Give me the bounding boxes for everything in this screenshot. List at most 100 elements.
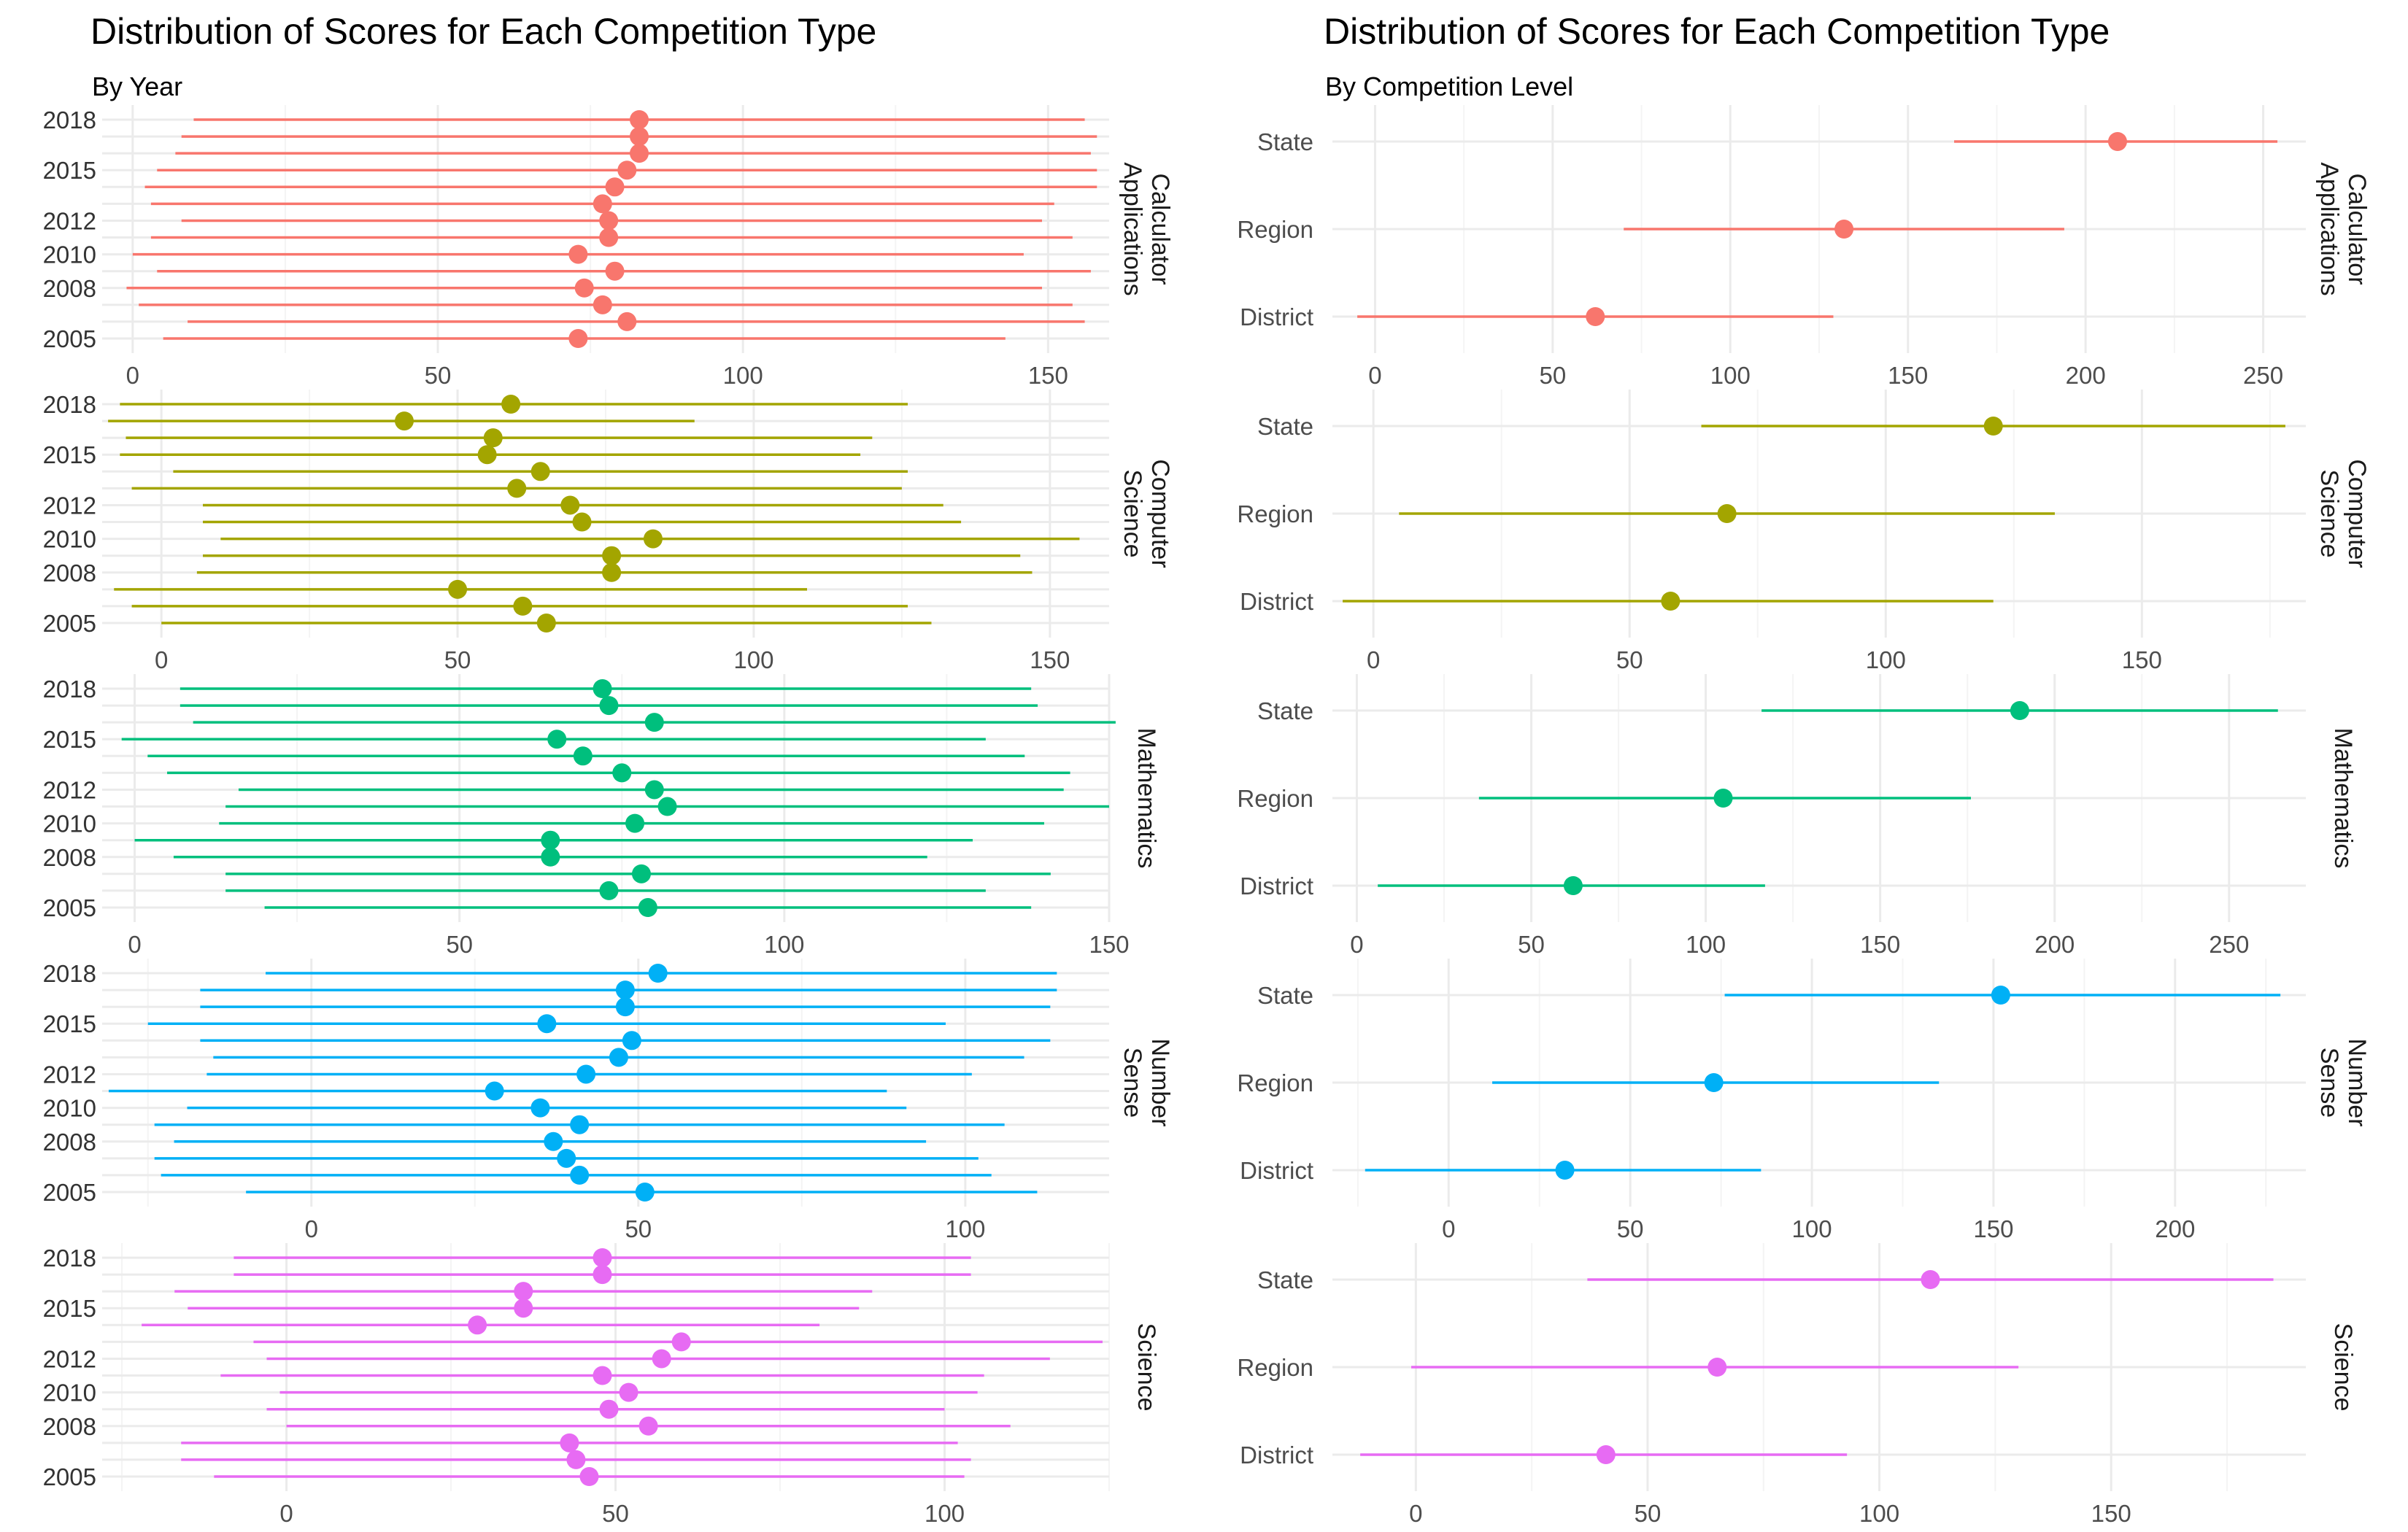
y-tick-label: District [1240, 1442, 1313, 1469]
mean-point [573, 746, 593, 766]
mean-point [485, 1081, 504, 1101]
mean-point [638, 898, 657, 917]
facet-strip-line: Sense [2315, 1048, 2343, 1118]
x-tick-label: 0 [126, 362, 139, 389]
y-tick-label: 2008 [43, 1413, 96, 1440]
mean-point [1717, 504, 1737, 523]
y-tick-label: 2005 [43, 1463, 96, 1490]
facet-strip-label: ComputerScience [2315, 459, 2371, 568]
facet-panel-1-2: District Region State 0 50 100 150 200 250 Mathem… [1237, 674, 2357, 958]
x-tick-label: 150 [1860, 931, 1900, 958]
x-tick-label: 50 [1539, 362, 1566, 389]
y-tick-label: Region [1237, 785, 1313, 812]
mean-point [657, 797, 677, 816]
mean-point [1661, 592, 1680, 611]
facet-strip-label: CalculatorApplications [1119, 162, 1174, 295]
facet-strip-line: Calculator [1146, 173, 1174, 285]
y-tick-label: State [1257, 128, 1313, 155]
x-tick-label: 150 [2122, 646, 2162, 673]
mean-point [638, 1416, 658, 1436]
facet-strip-line: Applications [2315, 162, 2343, 295]
facet-strip-label: Science [1132, 1323, 1160, 1412]
facet-panel-1-1: District Region State 0 50 100 150 ComputerScie… [1237, 390, 2371, 673]
x-tick-label: 50 [1518, 931, 1545, 958]
y-tick-label: State [1257, 1266, 1313, 1293]
mean-point [1555, 1161, 1575, 1180]
mean-point [568, 244, 588, 264]
facet-strip-line: Science [2329, 1323, 2357, 1412]
mean-point [609, 1048, 628, 1067]
mean-point [630, 110, 649, 129]
x-tick-label: 0 [279, 1500, 293, 1527]
mean-point [544, 1131, 563, 1151]
x-tick-label: 100 [733, 646, 773, 673]
x-tick-label: 50 [446, 931, 473, 958]
x-tick-label: 0 [1409, 1500, 1422, 1527]
mean-point [599, 1399, 619, 1419]
mean-point [631, 864, 651, 883]
facet-panel-0-2: 2005 2008 2010 2012 2015 2018 0 50 100 150 Mathema… [43, 674, 1160, 958]
y-tick-label: 2005 [43, 894, 96, 921]
mean-point [602, 546, 622, 565]
mean-point [593, 679, 612, 698]
mean-point [617, 312, 637, 331]
x-tick-label: 150 [1089, 931, 1129, 958]
y-tick-label: 2010 [43, 811, 96, 837]
facet-strip-line: Sense [1119, 1048, 1146, 1118]
y-tick-label: 2015 [43, 157, 96, 184]
facet-panel-1-3: District Region State 0 50 100 150 200 NumberSen… [1237, 959, 2371, 1242]
mean-point [566, 1450, 586, 1469]
x-tick-label: 100 [1859, 1500, 1899, 1527]
mean-point [541, 830, 560, 850]
y-tick-label: District [1240, 873, 1313, 900]
facet-strip-label: NumberSense [2315, 1039, 2371, 1127]
mean-point [605, 261, 625, 281]
facet-strip-line: Calculator [2343, 173, 2371, 285]
mean-point [570, 1165, 590, 1185]
mean-point [574, 278, 594, 298]
x-tick-label: 150 [1888, 362, 1928, 389]
mean-point [468, 1315, 487, 1335]
mean-point [1586, 307, 1605, 326]
mean-point [648, 964, 668, 983]
mean-point [630, 127, 649, 147]
x-tick-label: 50 [444, 646, 471, 673]
mean-point [643, 529, 663, 549]
mean-point [1921, 1270, 1940, 1289]
y-tick-label: 2008 [43, 1129, 96, 1156]
y-tick-label: 2015 [43, 726, 96, 753]
y-tick-label: 2018 [43, 107, 96, 134]
mean-point [483, 428, 503, 448]
y-tick-label: Region [1237, 1069, 1313, 1096]
y-tick-label: 2010 [43, 1380, 96, 1407]
y-tick-label: 2012 [43, 776, 96, 803]
x-tick-label: 100 [1866, 646, 1906, 673]
x-tick-label: 200 [2066, 362, 2106, 389]
x-tick-label: 100 [1792, 1215, 1832, 1242]
facet-panel-0-0: 2005 2008 2010 2012 2015 2018 0 50 100 150 Calcula… [43, 105, 1174, 389]
facet-panel-0-1: 2005 2008 2010 2012 2015 2018 0 50 100 150 Compute… [43, 390, 1174, 673]
mean-point [395, 411, 414, 431]
facet-panel-1-4: District Region State 0 50 100 150 Science [1237, 1243, 2357, 1527]
facet-strip-line: Number [1146, 1039, 1174, 1127]
x-tick-label: 0 [305, 1215, 318, 1242]
mean-point [622, 1031, 641, 1051]
x-tick-label: 0 [1368, 362, 1381, 389]
facet-panel-1-0: District Region State 0 50 100 150 200 250 Calcul… [1237, 105, 2371, 389]
x-tick-label: 50 [1635, 1500, 1662, 1527]
x-tick-label: 0 [1350, 931, 1363, 958]
y-tick-label: 2018 [43, 960, 96, 987]
facet-strip-label: Mathematics [2329, 728, 2357, 869]
y-tick-label: 2012 [43, 207, 96, 234]
x-tick-label: 100 [1686, 931, 1726, 958]
facet-strip-label: NumberSense [1119, 1039, 1174, 1127]
mean-point [671, 1332, 691, 1352]
mean-point [507, 479, 527, 498]
facet-strip-label: ComputerScience [1119, 459, 1174, 568]
mean-point [1704, 1073, 1724, 1092]
facet-strip-label: Mathematics [1132, 728, 1160, 869]
y-tick-label: State [1257, 413, 1313, 440]
y-tick-label: 2005 [43, 325, 96, 352]
left-chart-subtitle: By Year [92, 71, 183, 101]
